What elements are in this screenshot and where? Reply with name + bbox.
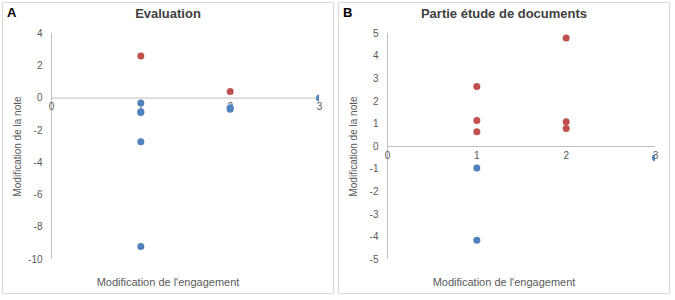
svg-text:0: 0: [49, 101, 55, 112]
svg-text:1: 1: [474, 150, 480, 161]
html-text:Modification de l'engagement: Modification de l'engagement: [96, 276, 240, 288]
svg-text:4: 4: [373, 50, 379, 61]
svg-text:-2: -2: [34, 125, 43, 136]
svg-text:Modification de la note: Modification de la note: [348, 96, 359, 197]
html-text:Evaluation: Evaluation: [135, 6, 201, 21]
svg-text:3: 3: [373, 73, 379, 84]
html-text:B: B: [343, 5, 353, 20]
html-text:A: A: [7, 5, 17, 20]
svg-text:3: 3: [317, 101, 323, 112]
svg-text:0: 0: [385, 150, 391, 161]
svg-text:-10: -10: [28, 254, 43, 265]
svg-text:0: 0: [37, 92, 43, 103]
svg-text:3: 3: [653, 150, 659, 161]
svg-text:-2: -2: [370, 186, 379, 197]
html-text:Partie étude de documents: Partie étude de documents: [420, 6, 588, 21]
svg-text:Modification de la note: Modification de la note: [12, 96, 23, 197]
svg-text:-8: -8: [34, 221, 43, 232]
svg-text:5: 5: [373, 28, 379, 39]
svg-text:0: 0: [373, 141, 379, 152]
svg-text:-4: -4: [370, 231, 379, 242]
svg-text:-6: -6: [34, 189, 43, 200]
svg-text:-5: -5: [370, 254, 379, 265]
svg-text:4: 4: [37, 28, 43, 39]
svg-text:-1: -1: [370, 163, 379, 174]
svg-text:2: 2: [37, 60, 43, 71]
svg-text:2: 2: [227, 101, 233, 112]
svg-text:2: 2: [563, 150, 569, 161]
svg-text:1: 1: [373, 118, 379, 129]
svg-text:-3: -3: [370, 209, 379, 220]
html-text:Modification de l'engagement: Modification de l'engagement: [432, 276, 576, 288]
svg-text:-4: -4: [34, 157, 43, 168]
svg-text:2: 2: [373, 96, 379, 107]
